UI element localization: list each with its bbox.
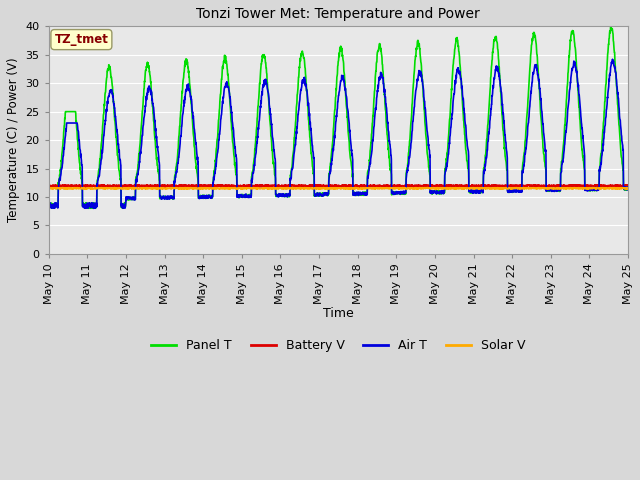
Air T: [90, 205, 97, 211]
Solar V: [508, 185, 515, 191]
Solar V: [589, 185, 597, 191]
Line: Air T: Air T: [49, 59, 628, 208]
Air T: [624, 184, 632, 190]
Air T: [508, 189, 515, 195]
Panel T: [368, 126, 376, 132]
Battery V: [368, 183, 376, 189]
Panel T: [624, 185, 632, 191]
Battery V: [45, 183, 52, 189]
Panel T: [508, 189, 515, 195]
Battery V: [417, 184, 425, 190]
Solar V: [424, 185, 431, 191]
Panel T: [589, 187, 597, 192]
Panel T: [573, 70, 581, 75]
Battery V: [355, 184, 363, 190]
Battery V: [616, 182, 624, 188]
Panel T: [207, 194, 214, 200]
Battery V: [508, 182, 515, 188]
Solar V: [624, 185, 632, 191]
Panel T: [84, 205, 92, 211]
Air T: [573, 73, 581, 79]
Panel T: [45, 204, 52, 210]
Battery V: [573, 182, 581, 188]
Panel T: [607, 24, 614, 29]
Air T: [356, 190, 364, 195]
Line: Panel T: Panel T: [49, 26, 628, 208]
Solar V: [356, 186, 364, 192]
Solar V: [573, 185, 581, 191]
Title: Tonzi Tower Met: Temperature and Power: Tonzi Tower Met: Temperature and Power: [196, 7, 480, 21]
Y-axis label: Temperature (C) / Power (V): Temperature (C) / Power (V): [7, 58, 20, 222]
Air T: [609, 56, 616, 62]
Battery V: [589, 183, 597, 189]
Solar V: [45, 185, 52, 191]
Battery V: [206, 183, 214, 189]
Line: Solar V: Solar V: [49, 188, 628, 189]
Solar V: [206, 185, 214, 191]
Solar V: [321, 186, 329, 192]
Air T: [45, 204, 52, 210]
Solar V: [368, 186, 376, 192]
Text: TZ_tmet: TZ_tmet: [54, 33, 108, 46]
Air T: [368, 147, 376, 153]
Panel T: [356, 190, 364, 196]
Air T: [589, 187, 597, 192]
Line: Battery V: Battery V: [49, 185, 628, 187]
X-axis label: Time: Time: [323, 307, 354, 320]
Legend: Panel T, Battery V, Air T, Solar V: Panel T, Battery V, Air T, Solar V: [147, 334, 531, 357]
Air T: [207, 194, 214, 200]
Battery V: [624, 183, 632, 189]
